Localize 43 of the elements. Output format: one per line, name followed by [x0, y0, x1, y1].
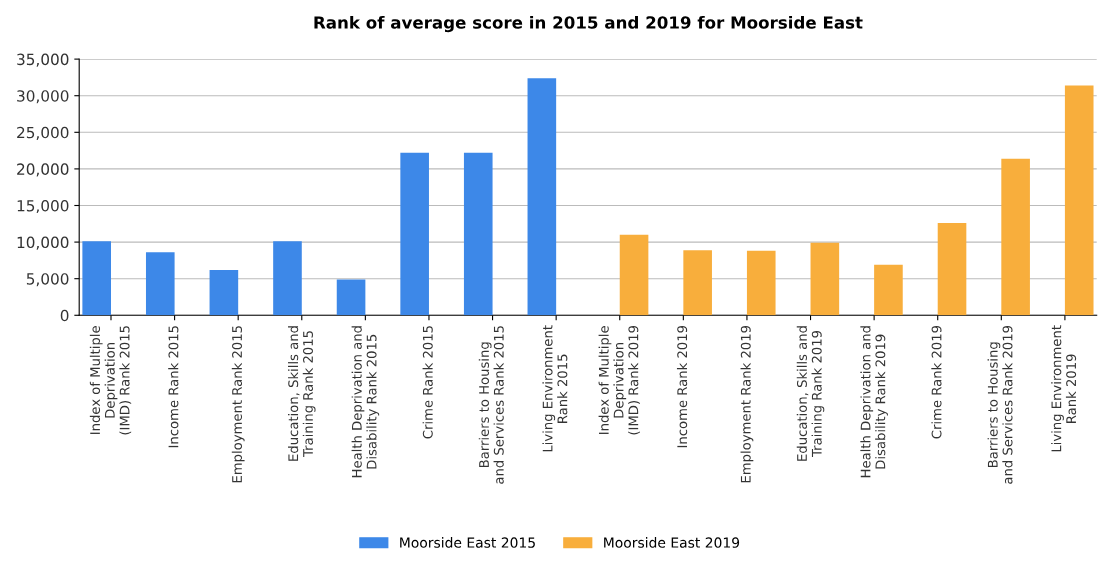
x-tick-label: Living Environment Rank 2019: [1051, 325, 1077, 452]
bar: [1064, 85, 1094, 316]
bar: [810, 242, 840, 316]
y-tick-label: 5,000: [26, 273, 69, 287]
bar: [336, 279, 366, 316]
x-tick-label: Education, Skills and Training Rank 2015: [288, 326, 316, 461]
bar: [273, 241, 302, 316]
bar: [400, 152, 429, 316]
bar: [937, 223, 967, 316]
bar: [82, 241, 111, 316]
x-tick-label: Education, Skills and Training Rank 2019: [796, 326, 825, 461]
bar: [463, 152, 493, 316]
bar: [1001, 158, 1030, 316]
x-tick-label: Income Rank 2015: [168, 326, 179, 448]
y-tick-label: 35,000: [17, 53, 69, 67]
chart-title: Rank of average score in 2015 and 2019 for Moorside East: [314, 15, 863, 33]
x-tick-label: Income Rank 2019: [676, 325, 688, 448]
bar: [874, 264, 903, 316]
bar: [145, 252, 175, 316]
x-tick-label: Crime Rank 2015: [422, 326, 433, 439]
x-tick-label: Employment Rank 2015: [231, 326, 245, 483]
x-tick-label: Living Environment Rank 2015: [542, 325, 568, 452]
x-tick-label: Crime Rank 2019: [931, 325, 942, 439]
y-tick-label: 0: [60, 309, 69, 322]
y-tick-label: 25,000: [17, 126, 69, 140]
legend-label: Moorside East 2015: [400, 537, 535, 548]
bar: [209, 269, 239, 316]
x-tick-label: Health Deprivation and Disability Rank 2019: [860, 326, 888, 478]
y-tick-label: 30,000: [17, 90, 69, 104]
bar: [683, 250, 712, 316]
bar: [527, 78, 557, 316]
y-tick-label: 10,000: [17, 236, 69, 250]
y-tick-label: 20,000: [17, 163, 69, 177]
x-tick-label: Employment Rank 2019: [740, 325, 754, 483]
bar: [619, 234, 649, 316]
x-tick-label: Barriers to Housing and Services Rank 2015: [478, 326, 504, 484]
x-tick-label: Barriers to Housing and Services Rank 2019: [987, 325, 1013, 484]
bar: [746, 250, 776, 316]
x-tick-label: Index of Multiple Deprivation (IMD) Rank 2019: [598, 325, 640, 435]
x-tick-label: Health Deprivation and Disability Rank 2015: [351, 326, 380, 478]
x-tick-label: Index of Multiple Deprivation (IMD) Rank 2015: [89, 326, 132, 435]
legend-label: Moorside East 2019: [604, 537, 740, 548]
y-tick-label: 15,000: [17, 199, 69, 214]
